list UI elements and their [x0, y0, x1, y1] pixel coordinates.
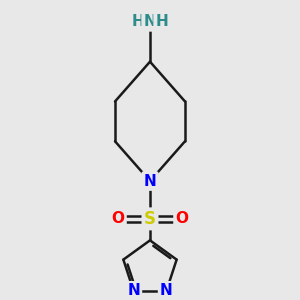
Text: S: S — [144, 210, 156, 228]
Text: N: N — [160, 283, 173, 298]
Text: N: N — [144, 174, 156, 189]
Text: H: H — [132, 14, 144, 29]
Text: O: O — [176, 212, 188, 226]
Text: O: O — [112, 212, 124, 226]
Text: N: N — [127, 283, 140, 298]
Text: N: N — [144, 14, 156, 29]
Text: H: H — [156, 14, 168, 29]
